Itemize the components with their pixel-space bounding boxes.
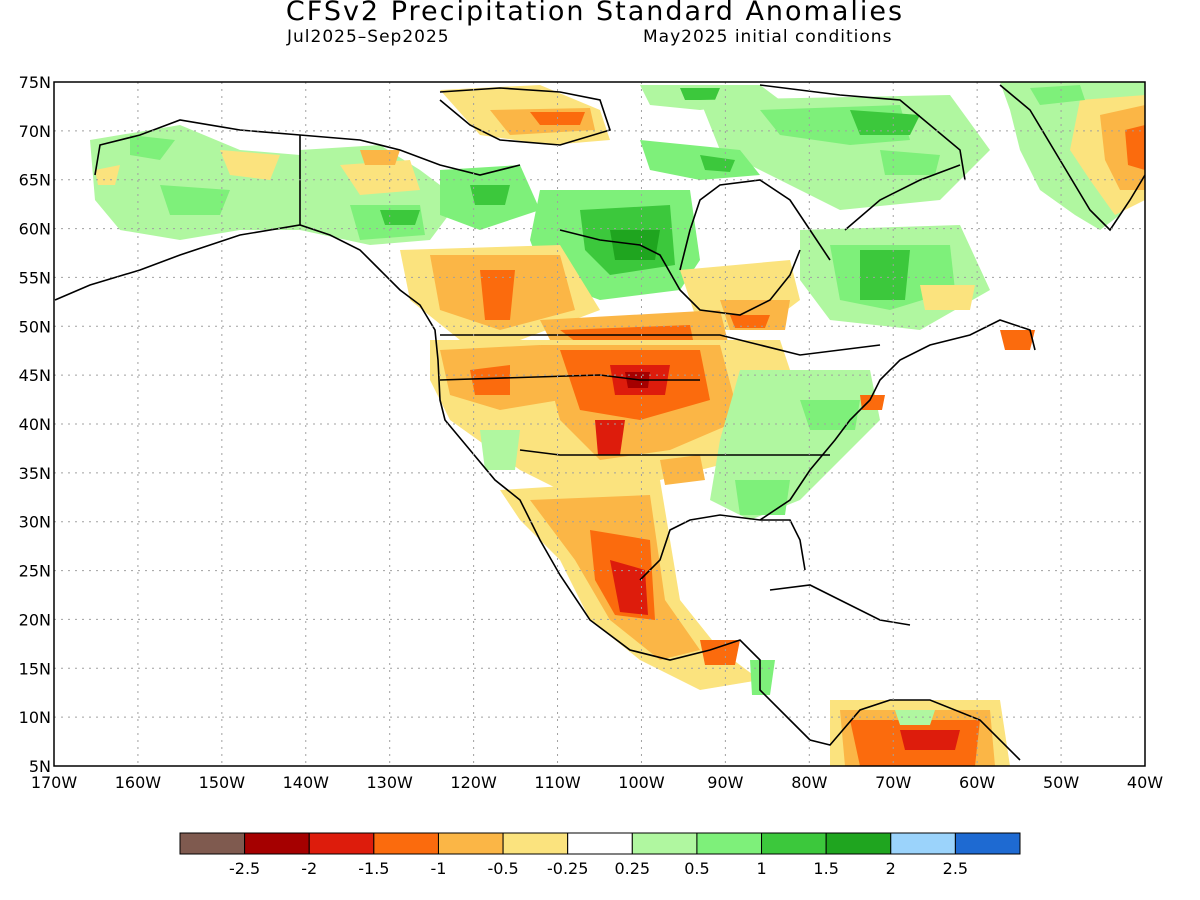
lon-label: 120W	[450, 773, 497, 792]
legend-swatch	[696, 832, 763, 855]
lon-label: 170W	[31, 773, 78, 792]
grid-lines	[54, 82, 1145, 766]
lon-label: 70W	[875, 773, 911, 792]
lon-label: 50W	[1043, 773, 1079, 792]
legend-swatch	[954, 832, 1021, 855]
lat-label: 55N	[19, 268, 51, 287]
map-title: CFSv2 Precipitation Standard Anomalies	[285, 0, 905, 27]
lon-label: 60W	[959, 773, 995, 792]
color-legend: -2.5 -2 -1.5 -1 -0.5 -0.25 0.25 0.5 1 1.5 2 2.5	[179, 832, 1021, 878]
legend-label: -0.25	[547, 859, 588, 878]
lon-label: 150W	[199, 773, 246, 792]
legend-swatch	[825, 832, 892, 855]
lon-label: 40W	[1127, 773, 1163, 792]
legend-label: -2	[301, 859, 317, 878]
lat-label: 50N	[19, 317, 51, 336]
legend-swatch	[502, 832, 569, 855]
lat-label: 10N	[19, 708, 51, 727]
lat-label: 60N	[19, 220, 51, 239]
legend-label: 0.25	[614, 859, 650, 878]
legend-label: 1	[756, 859, 766, 878]
longitude-labels: 170W 160W 150W 140W 130W 120W 110W 100W 90W 80W 70…	[31, 773, 1163, 792]
latitude-labels: 75N 70N 65N 60N 55N 50N 45N 40N 35N 30N 25N 20N 15N 1…	[19, 73, 51, 776]
lat-label: 25N	[19, 562, 51, 581]
legend-swatch	[567, 832, 633, 855]
legend-swatch	[890, 832, 956, 855]
legend-label: -0.5	[487, 859, 518, 878]
legend-label: 2.5	[943, 859, 968, 878]
lon-label: 110W	[534, 773, 581, 792]
lat-label: 75N	[19, 73, 51, 92]
lat-label: 65N	[19, 171, 51, 190]
lat-label: 45N	[19, 366, 51, 385]
legend-label: 2	[886, 859, 896, 878]
lon-label: 140W	[283, 773, 330, 792]
lat-label: 30N	[19, 513, 51, 532]
legend-swatch	[373, 832, 439, 855]
lon-label: 90W	[707, 773, 743, 792]
legend-swatch	[761, 832, 827, 855]
legend-label: -1.5	[358, 859, 389, 878]
lon-label: 160W	[115, 773, 162, 792]
lon-label: 100W	[618, 773, 665, 792]
lat-label: 70N	[19, 122, 51, 141]
lat-label: 40N	[19, 415, 51, 434]
legend-label: -2.5	[229, 859, 260, 878]
legend-label: 1.5	[813, 859, 838, 878]
lon-label: 80W	[791, 773, 827, 792]
lon-label: 130W	[367, 773, 414, 792]
legend-label: -1	[430, 859, 446, 878]
legend-swatch	[437, 832, 504, 855]
legend-swatch	[308, 832, 375, 855]
legend-swatch	[631, 832, 698, 855]
forecast-period: Jul2025–Sep2025	[287, 27, 450, 47]
coastlines	[54, 84, 1145, 761]
lat-label: 15N	[19, 659, 51, 678]
legend-swatch	[244, 832, 310, 855]
lat-label: 20N	[19, 610, 51, 629]
map-frame	[53, 81, 1146, 767]
lat-label: 35N	[19, 464, 51, 483]
initial-conditions: May2025 initial conditions	[643, 27, 893, 47]
lat-label: 5N	[29, 757, 51, 776]
legend-swatch	[179, 832, 246, 855]
legend-label: 0.5	[684, 859, 709, 878]
